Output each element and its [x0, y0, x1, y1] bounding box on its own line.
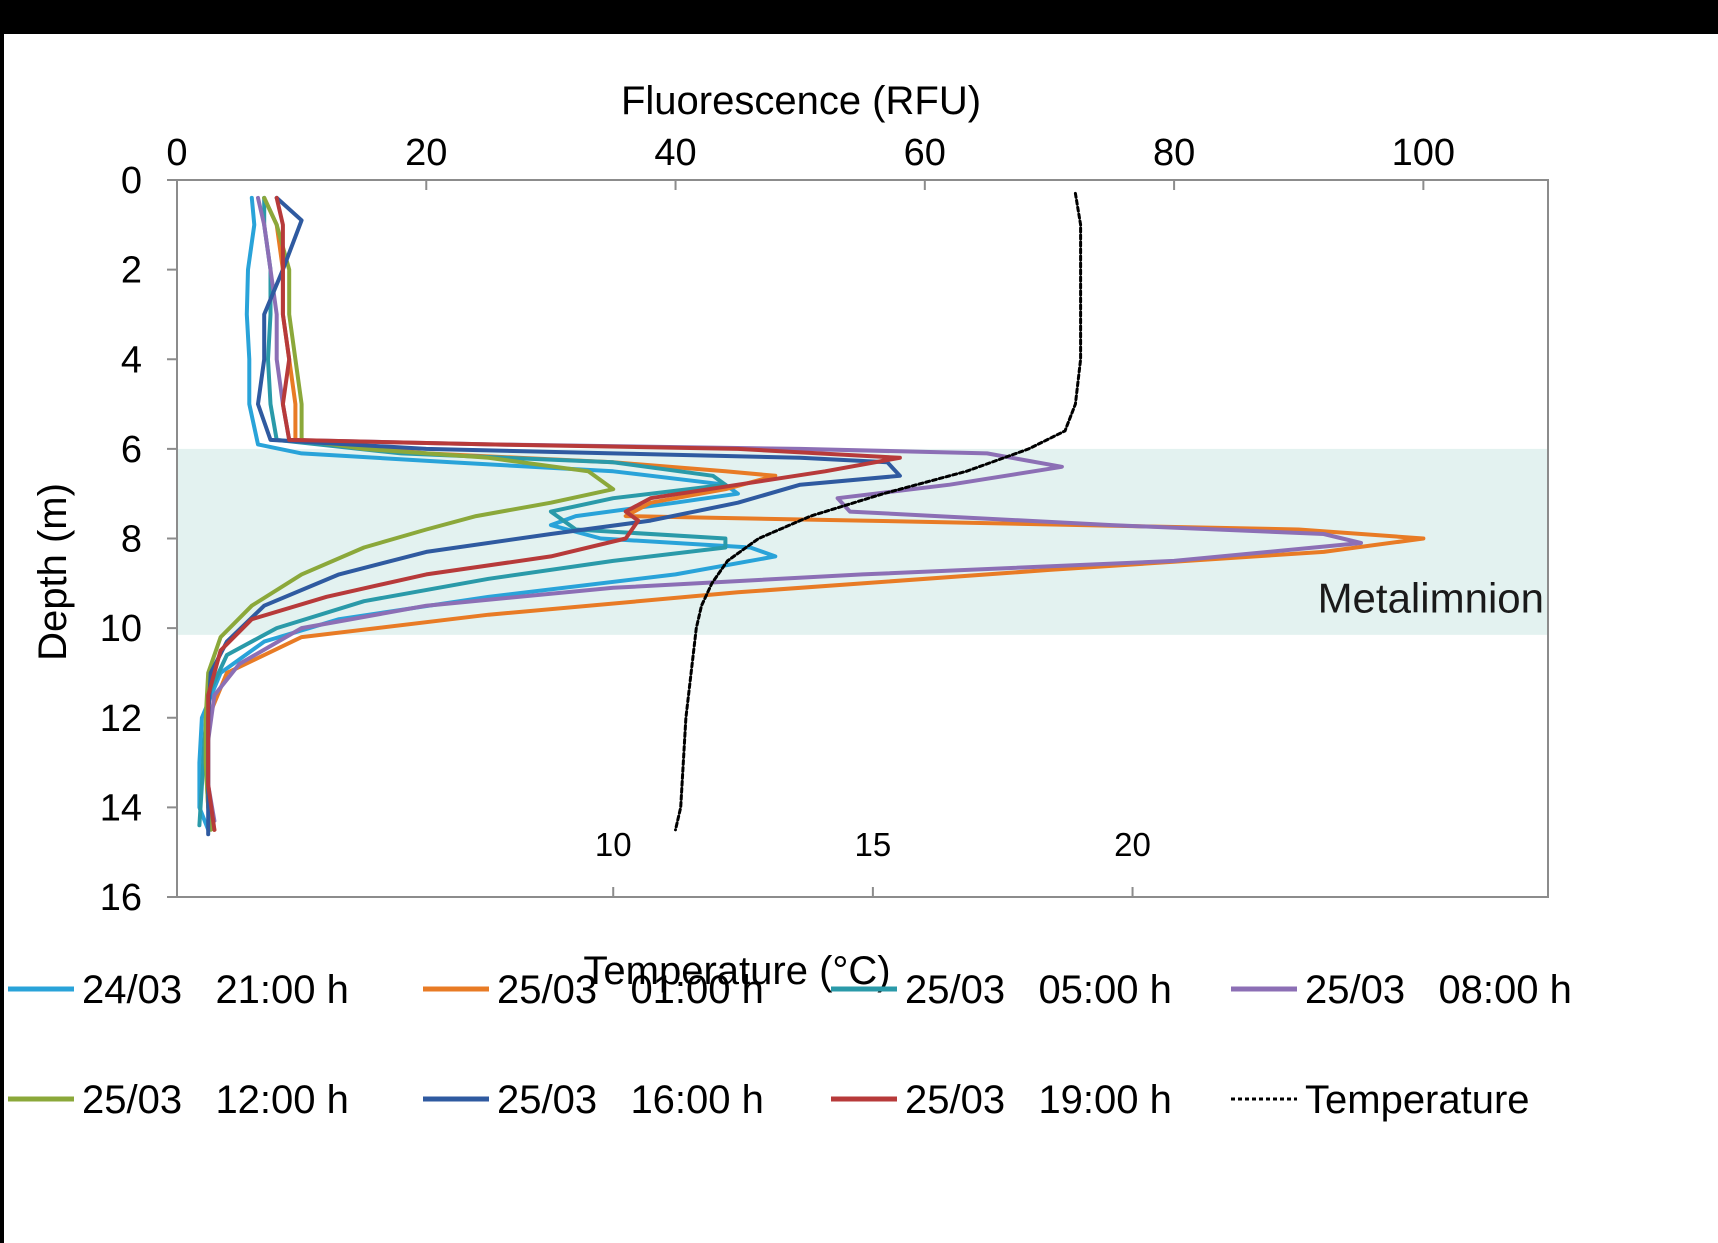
legend-label-7: Temperature: [1305, 1078, 1530, 1122]
series-line-3: [206, 195, 1363, 823]
series-line-5: [206, 195, 902, 837]
top-axis-ticks: 0 20 40 60 80 100: [166, 132, 1455, 190]
series-line-6: [206, 195, 902, 832]
bottom-axis-title: Temperature (°C): [583, 949, 890, 993]
depth-tick-label: 2: [121, 250, 142, 292]
top-tick-label: 60: [904, 132, 946, 174]
top-tick-label: 40: [654, 132, 696, 174]
chart-frame: Metalimnion 0 20 40 60 80 100 0 2 4 6 8 10 12 14 16 1…: [4, 34, 1718, 1243]
bottom-axis-ticks: 10 15 20: [595, 826, 1151, 897]
top-tick-label: 0: [166, 132, 187, 174]
series-line-0: [197, 195, 778, 832]
legend-label-6: 25/03 19:00 h: [905, 1078, 1172, 1122]
series-line-2: [197, 195, 728, 828]
series-line-4: [203, 195, 616, 832]
depth-tick-label: 10: [100, 608, 142, 650]
legend-label-0: 24/03 21:00 h: [82, 968, 349, 1012]
depth-tick-label: 4: [121, 339, 142, 381]
legend-label-5: 25/03 16:00 h: [497, 1078, 764, 1122]
top-tick-label: 20: [405, 132, 447, 174]
top-axis-title: Fluorescence (RFU): [621, 79, 981, 123]
left-axis-title: Depth (m): [31, 483, 75, 661]
temperature-tick-label: 15: [855, 826, 892, 863]
depth-tick-label: 16: [100, 877, 142, 919]
legend-label-3: 25/03 08:00 h: [1305, 968, 1572, 1012]
depth-tick-label: 14: [100, 787, 142, 829]
top-tick-label: 80: [1153, 132, 1195, 174]
series-lines: [197, 191, 1426, 837]
legend-label-4: 25/03 12:00 h: [82, 1078, 349, 1122]
temperature-tick-label: 10: [595, 826, 632, 863]
legend-label-2: 25/03 05:00 h: [905, 968, 1172, 1012]
temperature-tick-label: 20: [1114, 826, 1151, 863]
depth-tick-label: 6: [121, 429, 142, 471]
left-axis-ticks: 0 2 4 6 8 10 12 14 16: [100, 160, 177, 919]
depth-profile-chart: Metalimnion 0 20 40 60 80 100 0 2 4 6 8 10 12 14 16 1…: [8, 79, 1572, 1122]
depth-tick-label: 12: [100, 698, 142, 740]
depth-tick-label: 8: [121, 519, 142, 561]
legend-label-1: 25/03 01:00 h: [497, 968, 764, 1012]
metalimnion-label: Metalimnion: [1318, 574, 1544, 621]
legend: 24/03 21:00 h 25/03 01:00 h 25/03 05:00 h 2…: [8, 968, 1572, 1122]
series-line-1: [203, 195, 1426, 832]
top-tick-label: 100: [1392, 132, 1455, 174]
series-line-7: [674, 191, 1083, 832]
depth-tick-label: 0: [121, 160, 142, 202]
